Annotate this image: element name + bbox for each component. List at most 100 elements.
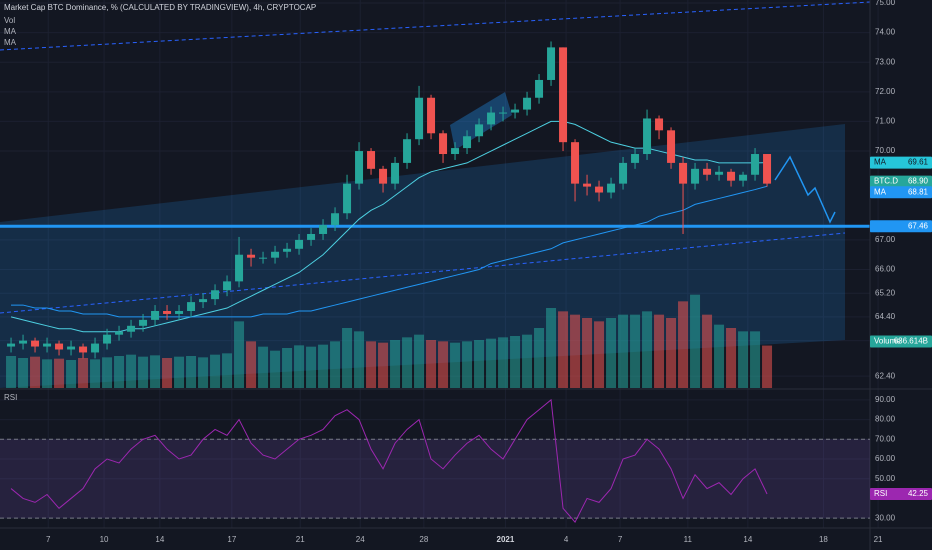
flag-pattern bbox=[450, 92, 512, 150]
candle-body bbox=[67, 346, 76, 350]
volume-bar bbox=[402, 337, 413, 388]
volume-bar bbox=[234, 321, 245, 388]
candle-body bbox=[619, 162, 628, 184]
candle-body bbox=[763, 154, 772, 184]
candle-body bbox=[667, 130, 676, 163]
candle-body bbox=[547, 47, 556, 80]
volume-bar bbox=[150, 355, 161, 388]
y-tick-label: 66.00 bbox=[875, 265, 896, 274]
x-tick-label: 28 bbox=[419, 535, 428, 544]
volume-bar bbox=[738, 331, 749, 388]
volume-label-box bbox=[870, 335, 932, 348]
candle-body bbox=[91, 343, 100, 353]
volume-bar bbox=[102, 357, 113, 388]
candle-body bbox=[19, 340, 28, 344]
x-tick-label: 14 bbox=[155, 535, 164, 544]
volume-bar bbox=[618, 314, 629, 388]
volume-label: Volume bbox=[874, 337, 901, 346]
y-tick-label: 70.00 bbox=[875, 146, 896, 155]
candle-body bbox=[571, 142, 580, 184]
y-tick-label: 72.00 bbox=[875, 87, 896, 96]
ma-price-label-box bbox=[870, 156, 932, 169]
candle-body bbox=[499, 112, 508, 114]
volume-bar bbox=[78, 358, 89, 388]
candle-body bbox=[331, 213, 340, 226]
last-price-label: BTC.D bbox=[874, 177, 898, 186]
ma-price-label: 69.61 bbox=[908, 158, 929, 167]
volume-bar bbox=[546, 308, 557, 388]
candle-body bbox=[319, 225, 328, 234]
volume-bar bbox=[726, 328, 737, 388]
x-tick-label: 4 bbox=[564, 535, 569, 544]
volume-bar bbox=[534, 328, 545, 388]
rsi-tick-label: 50.00 bbox=[875, 474, 896, 483]
candle-body bbox=[679, 162, 688, 184]
x-tick-label: 24 bbox=[356, 535, 365, 544]
candle-body bbox=[751, 154, 760, 175]
candle-body bbox=[379, 168, 388, 184]
candle-body bbox=[271, 251, 280, 258]
volume-bar bbox=[678, 301, 689, 388]
candle-body bbox=[607, 183, 616, 193]
candle-body bbox=[415, 97, 424, 140]
candle-body bbox=[223, 281, 232, 291]
ma-price-label-box bbox=[870, 186, 932, 199]
y-tick-label: 73.00 bbox=[875, 57, 896, 66]
volume-bar bbox=[66, 360, 77, 388]
candle-body bbox=[463, 136, 472, 149]
volume-bar bbox=[246, 341, 257, 388]
indicator-label: MA bbox=[4, 38, 17, 47]
volume-bar bbox=[594, 321, 605, 388]
candle-body bbox=[127, 325, 136, 332]
volume-bar bbox=[474, 340, 485, 388]
candle-body bbox=[151, 310, 160, 320]
volume-bar bbox=[90, 359, 101, 388]
volume-bar bbox=[702, 314, 713, 388]
y-tick-label: 75.00 bbox=[875, 0, 896, 7]
rsi-label: RSI bbox=[874, 489, 887, 498]
volume-bar bbox=[330, 341, 341, 388]
y-tick-label: 74.00 bbox=[875, 28, 896, 37]
projection-path bbox=[774, 155, 836, 224]
volume-bar bbox=[390, 340, 401, 388]
candle-body bbox=[715, 171, 724, 175]
candle-body bbox=[583, 183, 592, 187]
candle-body bbox=[163, 310, 172, 314]
candle-body bbox=[655, 118, 664, 131]
x-tick-label: 21 bbox=[874, 535, 883, 544]
volume-bar bbox=[294, 345, 305, 388]
last-price-label-box bbox=[870, 175, 932, 188]
candle-body bbox=[535, 79, 544, 98]
candle-body bbox=[439, 133, 448, 155]
volume-bar bbox=[690, 294, 701, 388]
volume-bar bbox=[438, 341, 449, 388]
candle-body bbox=[631, 154, 640, 163]
volume-bar bbox=[522, 334, 533, 388]
volume-bar bbox=[174, 356, 185, 388]
volume-bar bbox=[282, 348, 293, 388]
volume-bar bbox=[222, 353, 233, 388]
candle-body bbox=[343, 183, 352, 214]
volume-bar bbox=[558, 311, 569, 388]
volume-bar bbox=[582, 318, 593, 388]
candle-body bbox=[307, 233, 316, 240]
x-tick-label: 21 bbox=[296, 535, 305, 544]
volume-bar bbox=[654, 314, 665, 388]
indicator-label: Vol bbox=[4, 16, 15, 25]
volume-bar bbox=[318, 344, 329, 388]
rsi-tick-label: 30.00 bbox=[875, 513, 896, 522]
volume-bar bbox=[642, 311, 653, 388]
candle-body bbox=[175, 310, 184, 314]
volume-bar bbox=[354, 331, 365, 388]
x-tick-label: 14 bbox=[743, 535, 752, 544]
volume-bar bbox=[186, 356, 197, 388]
volume-layer bbox=[6, 294, 773, 388]
candle-body bbox=[31, 340, 40, 347]
rsi-tick-label: 80.00 bbox=[875, 415, 896, 424]
rsi-tick-label: 60.00 bbox=[875, 454, 896, 463]
volume-bar bbox=[162, 358, 173, 388]
volume-bar bbox=[378, 342, 389, 388]
x-tick-label: 7 bbox=[618, 535, 623, 544]
ma-price-label: MA bbox=[874, 187, 887, 196]
candle-body bbox=[247, 254, 256, 258]
